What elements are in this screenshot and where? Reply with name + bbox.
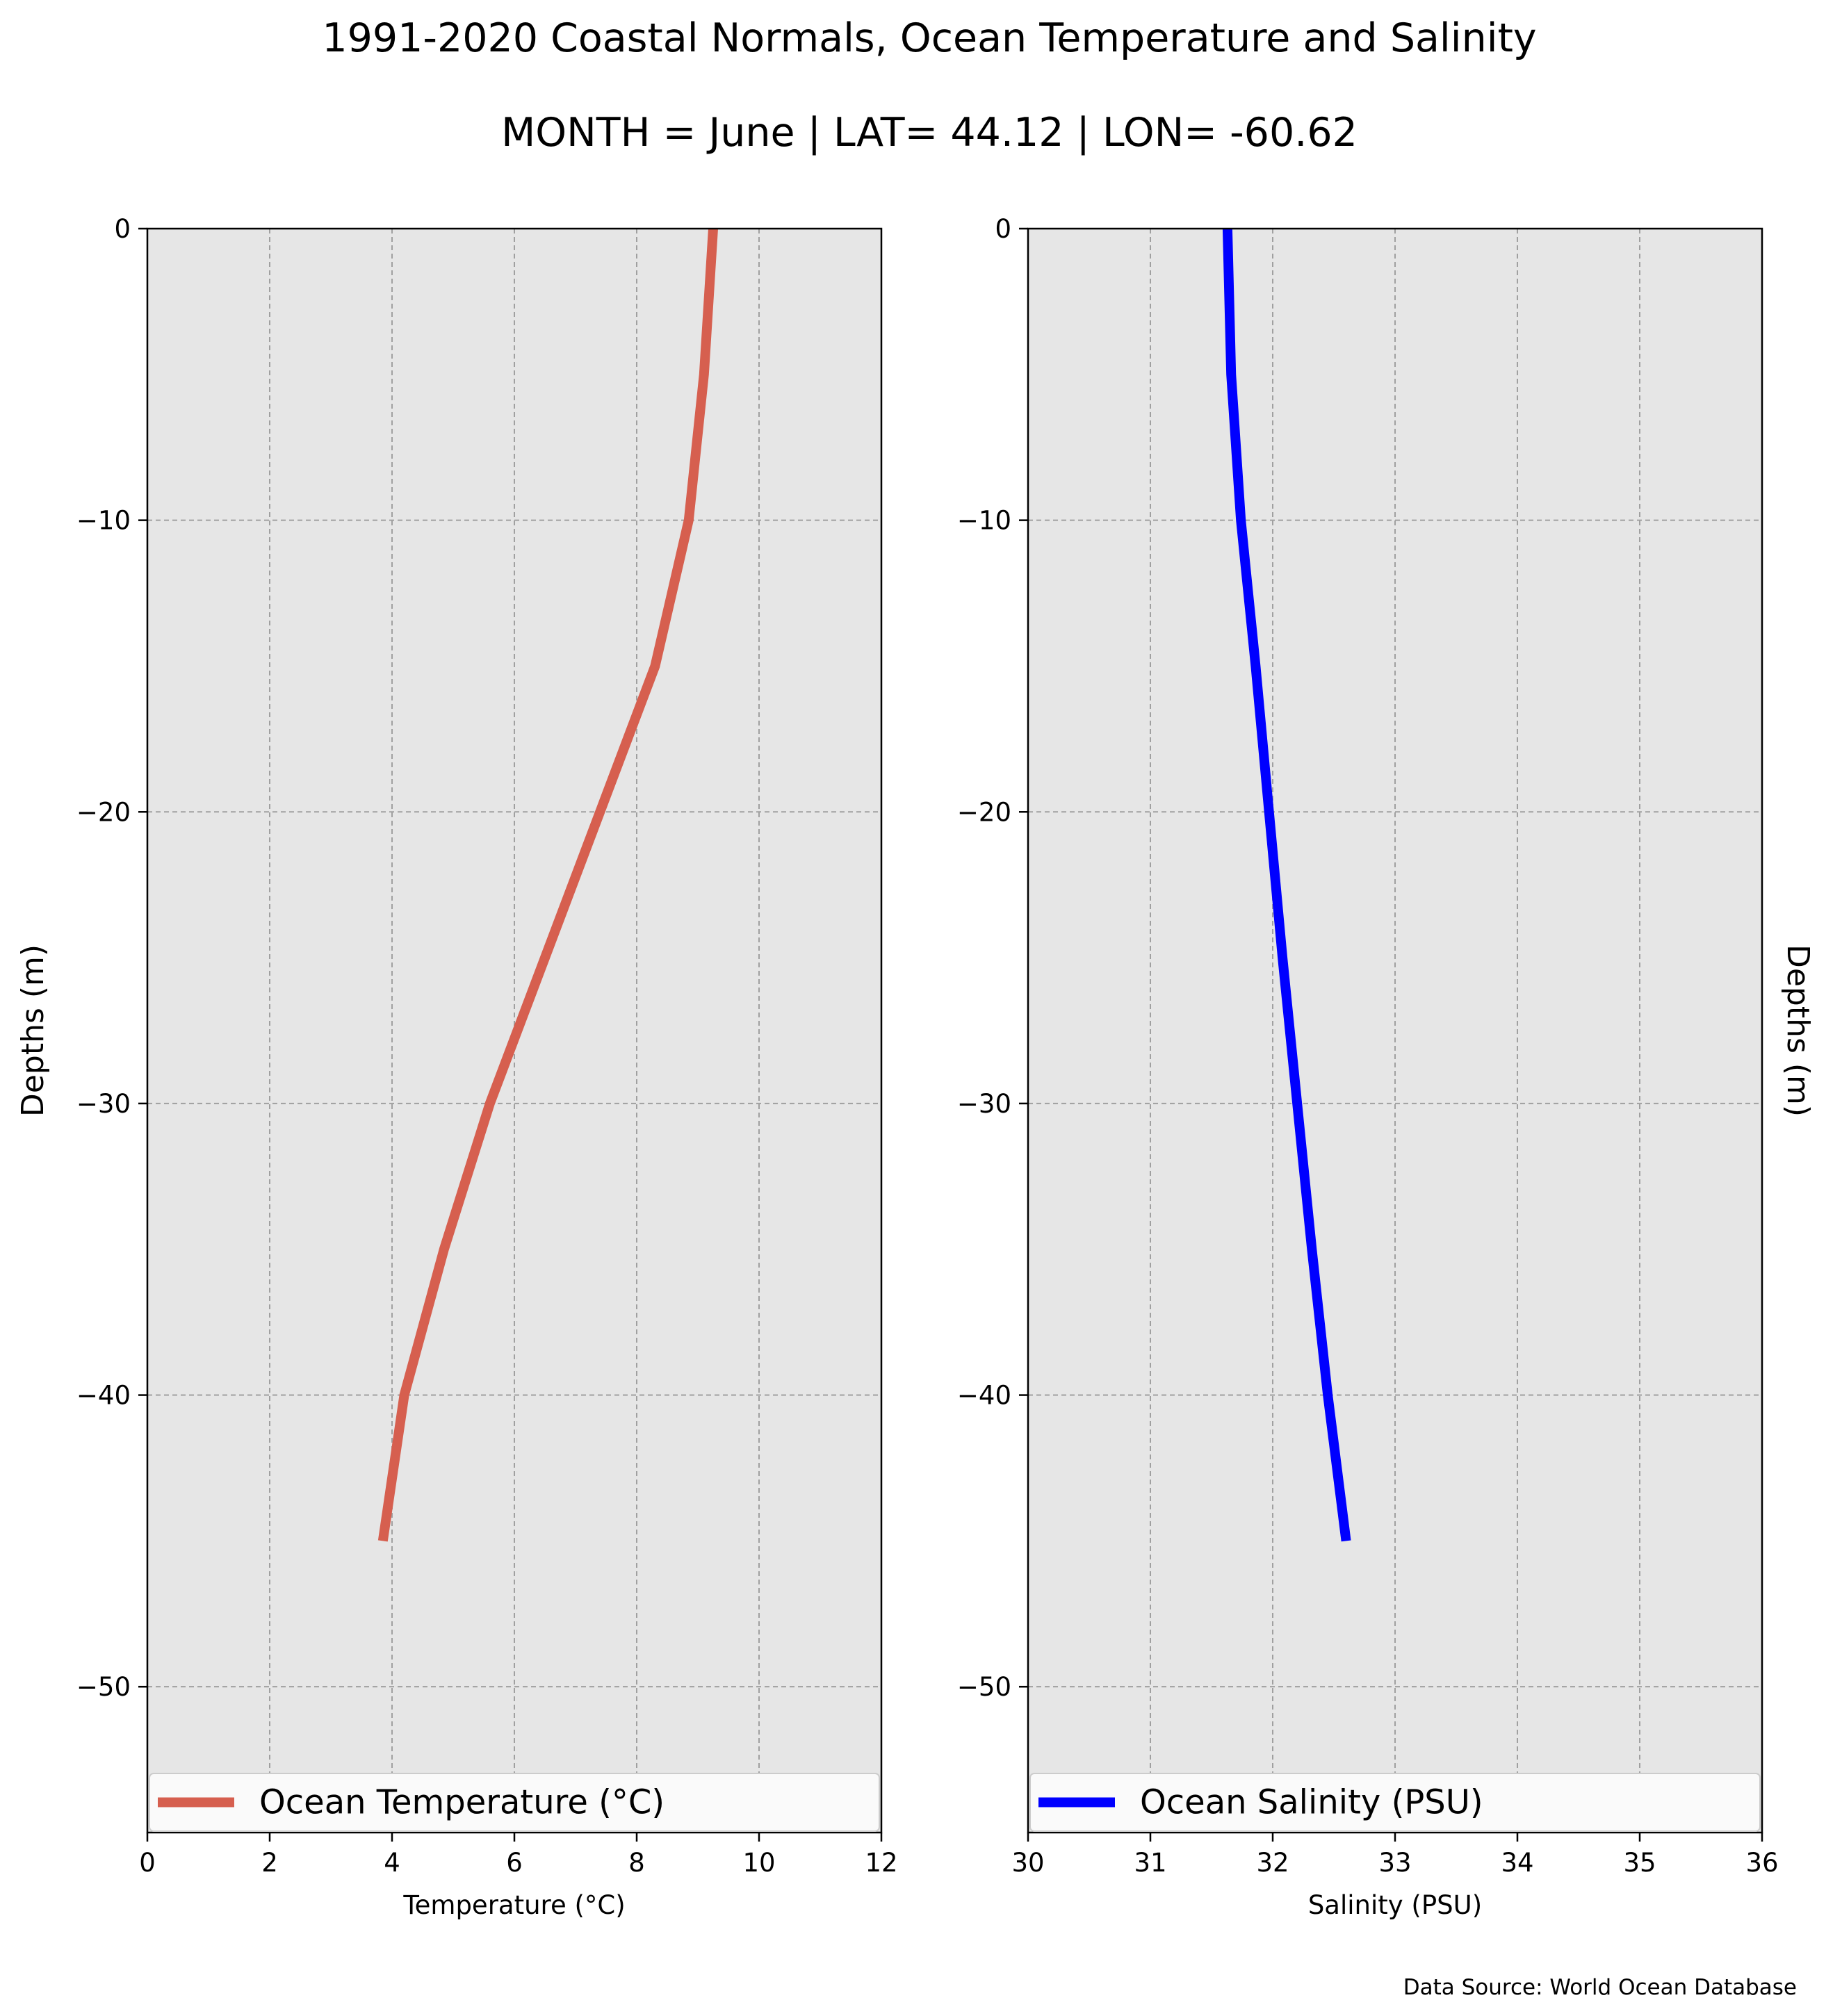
x-tick-label: 2	[261, 1848, 278, 1878]
y-tick-label: −30	[76, 1089, 131, 1119]
y-tick-label: −20	[957, 797, 1011, 827]
x-tick-label: 36	[1745, 1848, 1778, 1878]
y-tick-label: −40	[76, 1381, 131, 1411]
y-tick-label: 0	[114, 214, 131, 244]
y-tick-label: −50	[76, 1672, 131, 1702]
series-line-temperature	[377, 228, 718, 1542]
x-tick-label: 32	[1256, 1848, 1289, 1878]
y-tick-label: −10	[76, 506, 131, 536]
x-tick-label: 6	[506, 1848, 523, 1878]
y-tick-label: −20	[76, 797, 131, 827]
legend-label: Ocean Temperature (°C)	[259, 1783, 665, 1822]
x-axis-label: Salinity (PSU)	[1308, 1890, 1482, 1920]
x-tick-label: 10	[742, 1848, 775, 1878]
x-tick-label: 31	[1134, 1848, 1166, 1878]
x-tick-label: 4	[384, 1848, 400, 1878]
x-tick-label: 8	[628, 1848, 645, 1878]
x-axis-label: Temperature (°C)	[402, 1890, 625, 1920]
chart-subtitle: MONTH = June | LAT= 44.12 | LON= -60.62	[501, 110, 1358, 156]
legend-box	[149, 1773, 880, 1832]
series-line-salinity	[1222, 228, 1351, 1542]
x-tick-label: 30	[1011, 1848, 1044, 1878]
legend: Ocean Salinity (PSU)	[1029, 1773, 1761, 1832]
y-tick-label: −30	[957, 1089, 1011, 1119]
y-axis-label: Depths (m)	[15, 944, 51, 1117]
temperature-panel: 0 2 4 6 8 10 12 0 −10 −20 −30 −40 −50 Temperature (°C…	[15, 214, 898, 1920]
chart-title: 1991-2020 Coastal Normals, Ocean Tempera…	[322, 15, 1536, 61]
salinity-panel: 30 31 32 33 34 35 36 0 −10 −20 −30 −40 −50 Salinity (…	[957, 214, 1816, 1920]
x-tick-label: 34	[1501, 1848, 1533, 1878]
y-tick-label: 0	[995, 214, 1011, 244]
x-tick-label: 35	[1623, 1848, 1656, 1878]
legend-box	[1029, 1773, 1761, 1832]
x-tick-label: 33	[1378, 1848, 1411, 1878]
x-tick-label: 0	[139, 1848, 156, 1878]
legend: Ocean Temperature (°C)	[149, 1773, 880, 1832]
data-source-note: Data Source: World Ocean Database	[1403, 1975, 1797, 2000]
y-tick-label: −10	[957, 506, 1011, 536]
x-tick-label: 12	[865, 1848, 897, 1878]
y-tick-label: −50	[957, 1672, 1011, 1702]
legend-label: Ocean Salinity (PSU)	[1140, 1783, 1483, 1822]
y-axis-label: Depths (m)	[1780, 944, 1816, 1117]
y-tick-label: −40	[957, 1381, 1011, 1411]
